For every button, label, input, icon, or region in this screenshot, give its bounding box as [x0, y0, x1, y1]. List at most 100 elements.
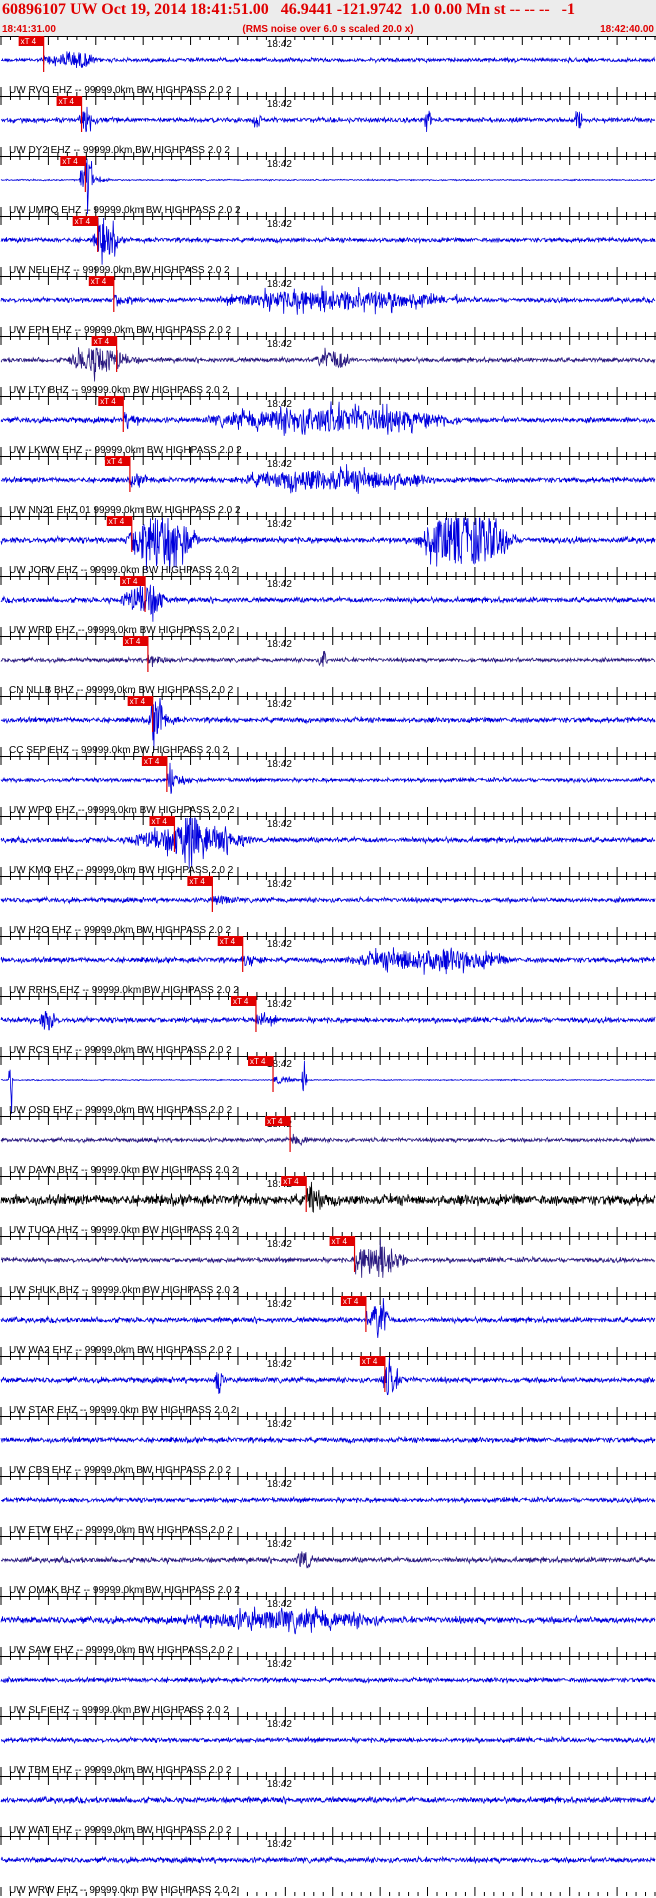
- phase-pick-badge: [91, 336, 117, 346]
- phase-pick-label: xT 4: [144, 757, 160, 766]
- station-label: UW TUCA HHZ -- 99999.0km BW HIGHPASS 2.0…: [9, 1225, 238, 1236]
- waveform-trace: [0, 51, 656, 69]
- phase-pick-label: xT 4: [59, 97, 75, 106]
- waveform-trace: [0, 285, 656, 315]
- minute-label: 18:42: [267, 219, 292, 230]
- station-label: UW RVC EHZ -- 99999.0km BW HIGHPASS 2.0 …: [9, 85, 232, 96]
- phase-pick-badge: [104, 456, 130, 466]
- station-label: UW EPH EHZ -- 99999.0km BW HIGHPASS 2.0 …: [9, 325, 232, 336]
- minute-label: 18:42: [267, 939, 292, 950]
- minute-label: 18:42: [267, 399, 292, 410]
- station-label: UW SLF EHZ -- 99999.0km BW HIGHPASS 2.0 …: [9, 1705, 229, 1716]
- minute-label: 18:42: [267, 1299, 292, 1310]
- waveform-trace: [0, 947, 656, 975]
- phase-pick-badge: [141, 756, 167, 766]
- station-label: CC SEP EHZ -- 99999.0km BW HIGHPASS 2.0 …: [9, 745, 229, 756]
- minute-label: 18:42: [267, 459, 292, 470]
- phase-pick-label: xT 4: [122, 577, 138, 586]
- phase-pick-label: xT 4: [233, 997, 249, 1006]
- phase-pick-label: xT 4: [189, 877, 205, 886]
- minute-label: 18:42: [267, 1719, 292, 1730]
- phase-pick-label: xT 4: [220, 937, 236, 946]
- phase-pick-badge: [98, 396, 124, 406]
- minute-label: 18:42: [267, 1539, 292, 1550]
- minute-label: 18:42: [267, 1839, 292, 1850]
- minute-label: 18:42: [267, 1659, 292, 1670]
- station-label: UW WA2 EHZ -- 99999.0km BW HIGHPASS 2.0 …: [9, 1345, 232, 1356]
- phase-pick-badge: [72, 216, 98, 226]
- waveform-trace: [0, 1855, 656, 1865]
- station-label: UW WAT EHZ -- 99999.0km BW HIGHPASS 2.0 …: [9, 1825, 232, 1836]
- phase-pick-label: xT 4: [91, 277, 107, 286]
- event-title: 60896107 UW Oct 19, 2014 18:41:51.00 46.…: [2, 1, 575, 18]
- phase-pick-badge: [187, 876, 213, 886]
- waveform-trace: [0, 817, 656, 869]
- station-label: UW NN21 EHZ 01 99999.0km BW HIGHPASS 2.0…: [9, 505, 241, 516]
- station-label: UW TBM EHZ -- 99999.0km BW HIGHPASS 2.0 …: [9, 1765, 232, 1776]
- minute-label: 18:42: [267, 279, 292, 290]
- waveform-trace: [0, 347, 656, 382]
- phase-pick-label: xT 4: [332, 1237, 348, 1246]
- waveform-trace: [0, 1297, 656, 1338]
- phase-pick-label: xT 4: [125, 637, 141, 646]
- station-label: UW H2O EHZ -- 99999.0km BW HIGHPASS 2.0 …: [9, 925, 232, 936]
- waveform-trace: [0, 581, 656, 622]
- phase-pick-label: xT 4: [250, 1057, 266, 1066]
- phase-pick-badge: [56, 96, 82, 106]
- phase-pick-badge: [340, 1296, 366, 1306]
- waveform-trace: [0, 1011, 656, 1031]
- phase-pick-badge: [122, 636, 148, 646]
- waveform-trace: [0, 895, 656, 905]
- minute-label: 18:42: [267, 1779, 292, 1790]
- waveform-trace: [0, 1060, 656, 1114]
- station-label: UW SAW EHZ -- 99999.0km BW HIGHPASS 2.0 …: [9, 1645, 233, 1656]
- phase-pick-badge: [127, 696, 153, 706]
- station-label: UW DAVN BHZ -- 99999.0km BW HIGHPASS 2.0…: [9, 1165, 238, 1176]
- phase-pick-badge: [120, 576, 146, 586]
- phase-pick-label: xT 4: [151, 817, 167, 826]
- phase-pick-badge: [265, 1116, 291, 1126]
- waveform-trace: [0, 1551, 656, 1569]
- waveform-trace: [0, 1181, 656, 1213]
- minute-label: 18:42: [267, 639, 292, 650]
- phase-pick-label: xT 4: [94, 337, 110, 346]
- minute-label: 18:42: [267, 159, 292, 170]
- end-time: 18:42:40.00: [600, 24, 654, 35]
- waveform-trace: [0, 762, 656, 794]
- station-label: UW DY2 EHZ -- 99999.0km BW HIGHPASS 2.0 …: [9, 145, 230, 156]
- station-label: UW OSD EHZ -- 99999.0km BW HIGHPASS 2.0 …: [9, 1105, 233, 1116]
- phase-pick-badge: [230, 996, 256, 1006]
- phase-pick-label: xT 4: [109, 517, 125, 526]
- minute-label: 18:42: [267, 1059, 292, 1070]
- waveform-trace: [0, 158, 656, 215]
- station-label: UW RRHS EHZ -- 99999.0km BW HIGHPASS 2.0…: [9, 985, 239, 996]
- minute-label: 18:42: [267, 1479, 292, 1490]
- minute-label: 18:42: [267, 1419, 292, 1430]
- station-label: UW WPO EHZ -- 99999.0km BW HIGHPASS 2.0 …: [9, 805, 235, 816]
- phase-pick-label: xT 4: [362, 1357, 378, 1366]
- phase-pick-label: xT 4: [107, 457, 123, 466]
- waveform-trace: [0, 464, 656, 494]
- phase-pick-badge: [60, 156, 86, 166]
- phase-pick-label: xT 4: [283, 1177, 299, 1186]
- phase-pick-label: xT 4: [75, 217, 91, 226]
- phase-pick-badge: [106, 516, 132, 526]
- station-label: UW CBS EHZ -- 99999.0km BW HIGHPASS 2.0 …: [9, 1465, 232, 1476]
- station-label: UW UMPQ EHZ -- 99999.0km BW HIGHPASS 2.0…: [9, 205, 241, 216]
- station-label: UW RCS EHZ -- 99999.0km BW HIGHPASS 2.0 …: [9, 1045, 232, 1056]
- minute-label: 18:42: [267, 999, 292, 1010]
- plot-header: 60896107 UW Oct 19, 2014 18:41:51.00 46.…: [0, 0, 656, 37]
- station-label: UW WRD EHZ -- 99999.0km BW HIGHPASS 2.0 …: [9, 625, 235, 636]
- phase-pick-badge: [217, 936, 243, 946]
- phase-pick-label: xT 4: [343, 1297, 359, 1306]
- minute-label: 18:42: [267, 579, 292, 590]
- rms-note: (RMS noise over 6.0 s scaled 20.0 x): [242, 24, 414, 35]
- minute-label: 18:42: [267, 1599, 292, 1610]
- minute-label: 18:42: [267, 39, 292, 50]
- minute-label: 18:42: [267, 1359, 292, 1370]
- phase-pick-badge: [88, 276, 114, 286]
- minute-label: 18:42: [267, 339, 292, 350]
- station-label: UW SHUK BHZ -- 99999.0km BW HIGHPASS 2.0…: [9, 1285, 239, 1296]
- phase-pick-badge: [18, 36, 44, 46]
